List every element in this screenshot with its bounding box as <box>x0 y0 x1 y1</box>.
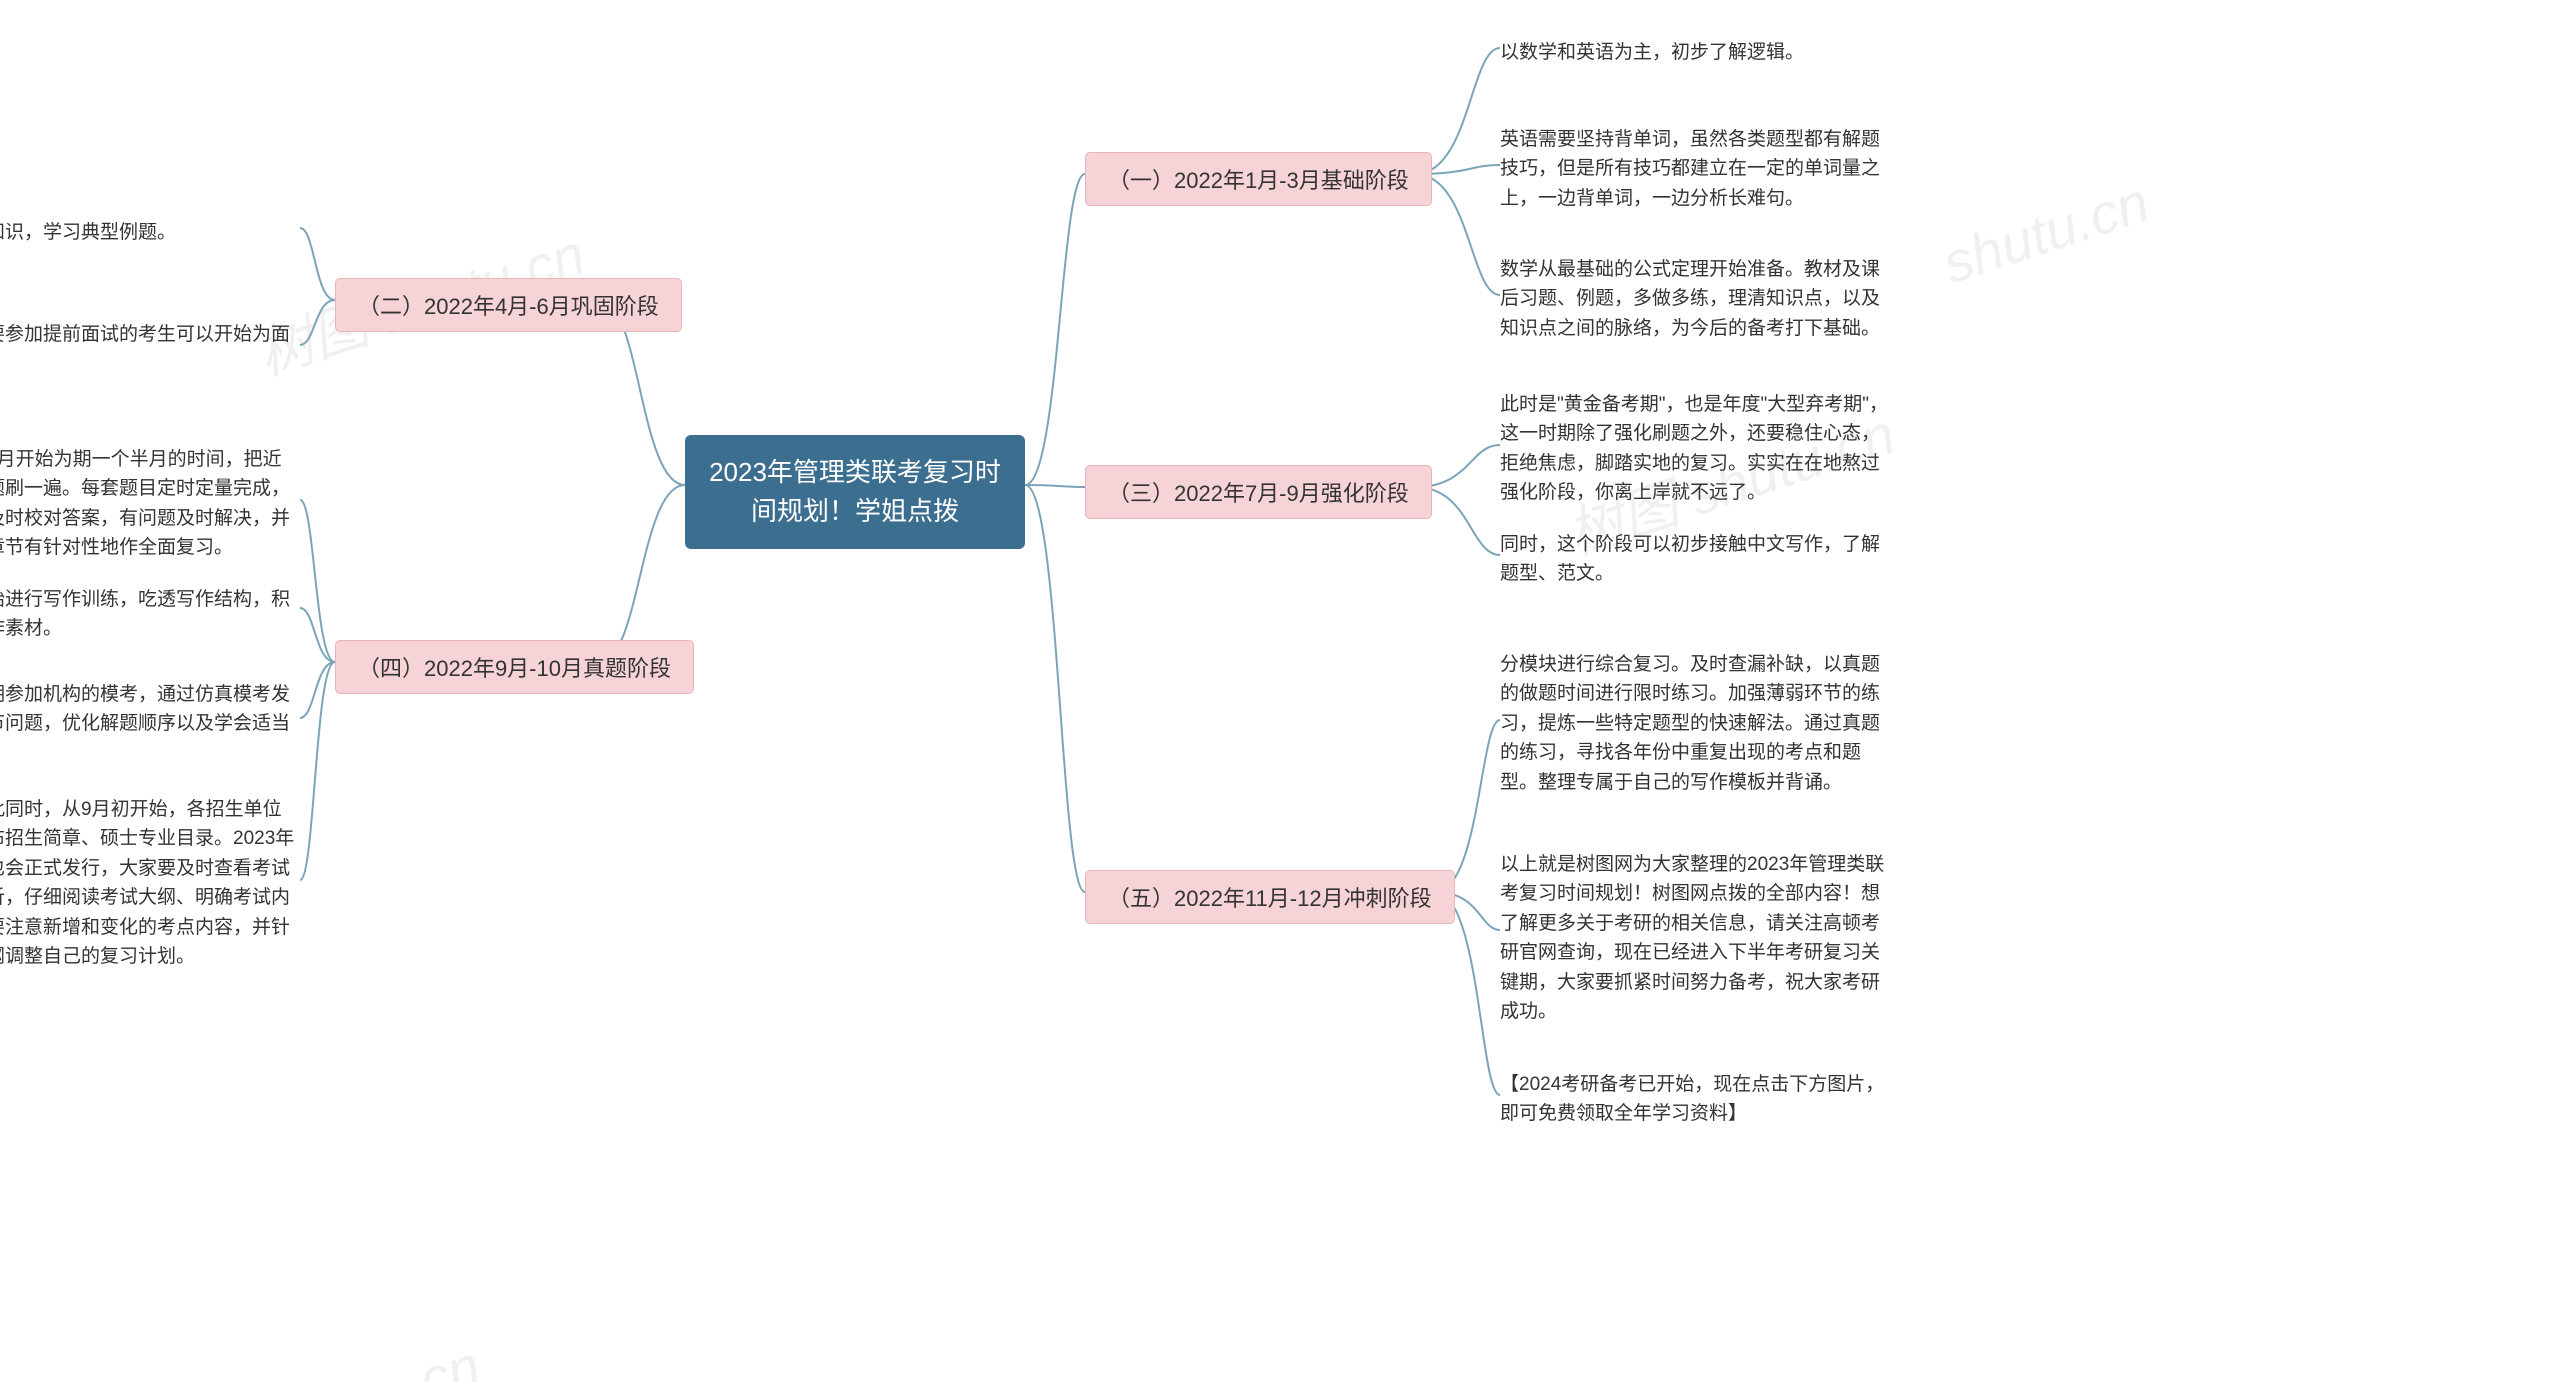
leaf-text: 模考：定期参加机构的模考，通过仿真模考发现一些细节问题，优化解题顺序以及学会适当… <box>0 684 290 764</box>
phase-2: （二）2022年4月-6月巩固阶段 <box>335 278 682 332</box>
phase-4: （四）2022年9月-10月真题阶段 <box>335 640 694 694</box>
phase-label: （三）2022年7月-9月强化阶段 <box>1108 481 1409 506</box>
leaf: 以上就是树图网为大家整理的2023年管理类联考复习时间规划！树图网点拨的全部内容… <box>1500 850 1890 1027</box>
leaf: 回顾基础知识，学习典型例题。 <box>0 218 300 247</box>
phase-label: （五）2022年11月-12月冲刺阶段 <box>1108 886 1432 911</box>
phase-label: （一）2022年1月-3月基础阶段 <box>1108 168 1409 193</box>
leaf-text: 英语需要坚持背单词，虽然各类题型都有解题技巧，但是所有技巧都建立在一定的单词量之… <box>1500 129 1880 209</box>
leaf: 【2024考研备考已开始，现在点击下方图片，即可免费领取全年学习资料】 <box>1500 1070 1890 1129</box>
mindmap-center: 2023年管理类联考复习时间规划！学姐点拨 <box>685 435 1025 549</box>
leaf: 大纲：与此同时，从9月初开始，各招生单位将陆续公布招生简章、硕士专业目录。202… <box>0 795 300 972</box>
center-title: 2023年管理类联考复习时间规划！学姐点拨 <box>709 457 1001 526</box>
watermark: shutu.cn <box>1935 169 2156 296</box>
leaf: 同时，需要参加提前面试的考生可以开始为面试做准备。 <box>0 320 300 379</box>
leaf: 写作：开始进行写作训练，吃透写作结构，积累中文写作素材。 <box>0 585 300 644</box>
leaf-text: 以数学和英语为主，初步了解逻辑。 <box>1500 42 1804 63</box>
leaf-text: 以上就是树图网为大家整理的2023年管理类联考复习时间规划！树图网点拨的全部内容… <box>1500 854 1884 1022</box>
leaf-text: 数学从最基础的公式定理开始准备。教材及课后习题、例题，多做多练，理清知识点，以及… <box>1500 259 1880 339</box>
leaf-text: 同时，这个阶段可以初步接触中文写作，了解题型、范文。 <box>1500 534 1880 584</box>
leaf-text: 写作：开始进行写作训练，吃透写作结构，积累中文写作素材。 <box>0 589 290 639</box>
leaf: 此时是"黄金备考期"，也是年度"大型弃考期"，这一时期除了强化刷题之外，还要稳住… <box>1500 390 1890 508</box>
phase-3: （三）2022年7月-9月强化阶段 <box>1085 465 1432 519</box>
leaf-text: 分模块进行综合复习。及时查漏补缺，以真题的做题时间进行限时练习。加强薄弱环节的练… <box>1500 654 1880 793</box>
leaf-text: 回顾基础知识，学习典型例题。 <box>0 222 176 243</box>
phase-5: （五）2022年11月-12月冲刺阶段 <box>1085 870 1455 924</box>
phase-label: （四）2022年9月-10月真题阶段 <box>358 656 671 681</box>
leaf-text: 同时，需要参加提前面试的考生可以开始为面试做准备。 <box>0 324 290 374</box>
phase-1: （一）2022年1月-3月基础阶段 <box>1085 152 1432 206</box>
leaf: 同时，这个阶段可以初步接触中文写作，了解题型、范文。 <box>1500 530 1890 589</box>
leaf: 分模块进行综合复习。及时查漏补缺，以真题的做题时间进行限时练习。加强薄弱环节的练… <box>1500 650 1890 797</box>
leaf-text: 此时是"黄金备考期"，也是年度"大型弃考期"，这一时期除了强化刷题之外，还要稳住… <box>1500 394 1888 503</box>
watermark: cn <box>411 1332 487 1382</box>
leaf: 真题：从9月开始为期一个半月的时间，把近十年的真题刷一遍。每套题目定时定量完成，… <box>0 445 300 563</box>
leaf: 以数学和英语为主，初步了解逻辑。 <box>1500 38 1890 67</box>
phase-label: （二）2022年4月-6月巩固阶段 <box>358 294 659 319</box>
leaf: 英语需要坚持背单词，虽然各类题型都有解题技巧，但是所有技巧都建立在一定的单词量之… <box>1500 125 1890 213</box>
leaf: 模考：定期参加机构的模考，通过仿真模考发现一些细节问题，优化解题顺序以及学会适当… <box>0 680 300 768</box>
leaf-text: 【2024考研备考已开始，现在点击下方图片，即可免费领取全年学习资料】 <box>1500 1074 1884 1124</box>
leaf-text: 真题：从9月开始为期一个半月的时间，把近十年的真题刷一遍。每套题目定时定量完成，… <box>0 449 290 558</box>
leaf: 数学从最基础的公式定理开始准备。教材及课后习题、例题，多做多练，理清知识点，以及… <box>1500 255 1890 343</box>
leaf-text: 大纲：与此同时，从9月初开始，各招生单位将陆续公布招生简章、硕士专业目录。202… <box>0 799 294 967</box>
